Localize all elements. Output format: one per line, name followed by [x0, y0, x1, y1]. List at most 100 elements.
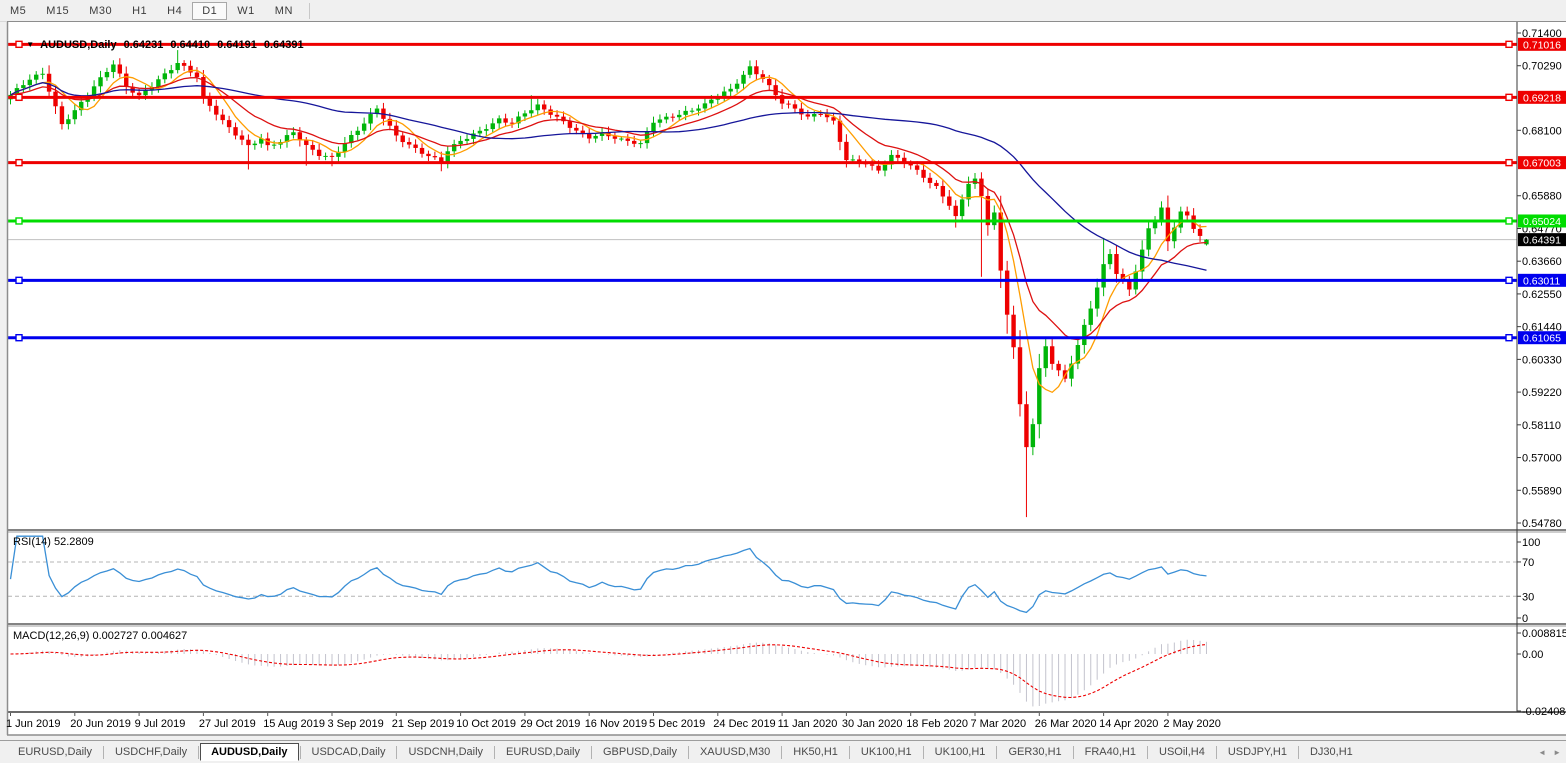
svg-text:18 Feb 2020: 18 Feb 2020: [906, 718, 968, 730]
macd-signal-line: [10, 643, 1207, 699]
tab-usdjpy-h1[interactable]: USDJPY,H1: [1215, 741, 1297, 763]
tab-label[interactable]: FRA40,H1: [1084, 746, 1136, 758]
tab-label[interactable]: XAUUSD,M30: [699, 746, 771, 758]
svg-text:0.63011: 0.63011: [1523, 275, 1560, 287]
tab-label[interactable]: HK50,H1: [793, 746, 838, 758]
svg-text:30 Jan 2020: 30 Jan 2020: [842, 718, 903, 730]
tab-label[interactable]: USDCHF,Daily: [114, 746, 188, 758]
tab-scroll-controls: ◄ ►: [1538, 741, 1561, 763]
tab-label[interactable]: GBPUSD,Daily: [603, 746, 677, 758]
line-handle[interactable]: [1505, 217, 1513, 225]
svg-text:0.008815: 0.008815: [1522, 628, 1566, 640]
line-handle[interactable]: [15, 217, 23, 225]
line-handle[interactable]: [1505, 93, 1513, 102]
line-handle[interactable]: [1505, 40, 1513, 49]
svg-text:70: 70: [1522, 557, 1534, 569]
price-badge: [1518, 233, 1566, 247]
svg-text:0.61440: 0.61440: [1522, 322, 1562, 334]
ohlc-open: 0.64231: [123, 39, 164, 51]
svg-text:0.00: 0.00: [1522, 649, 1543, 661]
tab-eurusd-daily[interactable]: EURUSD,Daily: [8, 741, 102, 763]
tab-uk100-h1[interactable]: UK100,H1: [922, 741, 996, 763]
tab-label[interactable]: USOil,H4: [1159, 746, 1205, 758]
tab-label[interactable]: USDCNH,Daily: [408, 746, 484, 758]
timeframe-button-mn[interactable]: MN: [265, 2, 303, 20]
timeframe-button-w1[interactable]: W1: [227, 2, 265, 20]
tab-ger30-h1[interactable]: GER30,H1: [995, 741, 1071, 763]
svg-text:0.68100: 0.68100: [1522, 125, 1562, 137]
svg-text:29 Oct 2019: 29 Oct 2019: [520, 718, 580, 730]
tab-usdcad-daily[interactable]: USDCAD,Daily: [299, 741, 396, 763]
tab-xauusd-m30[interactable]: XAUUSD,M30: [687, 741, 780, 763]
timeframe-button-d1[interactable]: D1: [192, 1, 228, 20]
line-handle[interactable]: [1505, 276, 1513, 285]
timeframe-button-m30[interactable]: M30: [79, 2, 122, 20]
tab-label[interactable]: GER30,H1: [1008, 746, 1062, 758]
svg-text:0.62550: 0.62550: [1522, 289, 1562, 301]
tab-hk50-h1[interactable]: HK50,H1: [780, 741, 848, 763]
svg-text:1 Jun 2019: 1 Jun 2019: [6, 718, 60, 730]
price-badge: [1518, 90, 1566, 104]
tab-dj30-h1[interactable]: DJ30,H1: [1297, 741, 1363, 763]
tab-gbpusd-daily[interactable]: GBPUSD,Daily: [590, 741, 687, 763]
svg-text:27 Jul 2019: 27 Jul 2019: [199, 718, 256, 730]
svg-text:2 May 2020: 2 May 2020: [1163, 718, 1220, 730]
tab-eurusd-daily[interactable]: EURUSD,Daily: [493, 741, 590, 763]
tab-usoil-h4[interactable]: USOil,H4: [1146, 741, 1215, 763]
tab-scroll-left-icon[interactable]: ◄: [1538, 747, 1547, 757]
horizontal-price-lines[interactable]: [8, 40, 1517, 342]
tab-uk100-h1[interactable]: UK100,H1: [848, 741, 922, 763]
rsi-indicator-label: RSI(14) 52.2809: [13, 536, 94, 548]
toolbar-separator: [308, 2, 310, 19]
line-handle[interactable]: [1505, 158, 1513, 167]
timeframe-button-h4[interactable]: H4: [157, 2, 192, 20]
timeframe-button-m5[interactable]: M5: [0, 2, 36, 20]
svg-text:16 Nov 2019: 16 Nov 2019: [585, 718, 647, 730]
chart-title[interactable]: ▼ AUDUSD,Daily 0.64231 0.64410 0.64191 0.6439…: [14, 27, 303, 63]
svg-text:0.67003: 0.67003: [1523, 158, 1561, 170]
svg-text:0.71016: 0.71016: [1523, 39, 1561, 51]
svg-text:0.69218: 0.69218: [1523, 92, 1561, 104]
tab-label[interactable]: EURUSD,Daily: [506, 746, 580, 758]
svg-text:0.59220: 0.59220: [1522, 387, 1562, 399]
svg-text:100: 100: [1522, 537, 1540, 549]
svg-text:30: 30: [1522, 591, 1534, 603]
svg-text:0.58110: 0.58110: [1522, 420, 1561, 432]
chart-dropdown-icon[interactable]: ▼: [26, 40, 35, 49]
line-handle[interactable]: [15, 334, 23, 342]
tab-label[interactable]: EURUSD,Daily: [18, 746, 92, 758]
tab-label[interactable]: USDJPY,H1: [1227, 746, 1287, 758]
line-handle[interactable]: [15, 158, 23, 167]
tab-scroll-right-icon[interactable]: ►: [1553, 747, 1561, 757]
price-badge: [1518, 156, 1566, 170]
line-handle[interactable]: [15, 276, 23, 285]
line-handle[interactable]: [15, 93, 23, 102]
tab-label[interactable]: AUDUSD,Daily: [200, 743, 299, 761]
svg-text:5 Dec 2019: 5 Dec 2019: [649, 718, 705, 730]
svg-text:21 Sep 2019: 21 Sep 2019: [392, 718, 454, 730]
price-badge: [1518, 331, 1566, 345]
line-handle[interactable]: [15, 40, 23, 49]
tab-label[interactable]: UK100,H1: [860, 746, 912, 758]
tab-label[interactable]: UK100,H1: [934, 746, 986, 758]
svg-text:0.60330: 0.60330: [1522, 354, 1562, 366]
tab-label[interactable]: DJ30,H1: [1309, 746, 1353, 758]
line-handle[interactable]: [1505, 334, 1513, 342]
svg-text:15 Aug 2019: 15 Aug 2019: [263, 718, 325, 730]
tab-usdchf-daily[interactable]: USDCHF,Daily: [102, 741, 197, 763]
svg-text:10 Oct 2019: 10 Oct 2019: [456, 718, 516, 730]
tab-usdcnh-daily[interactable]: USDCNH,Daily: [395, 741, 493, 763]
timeframe-button-h1[interactable]: H1: [122, 2, 157, 20]
svg-text:14 Apr 2020: 14 Apr 2020: [1099, 718, 1158, 730]
tab-label[interactable]: USDCAD,Daily: [311, 746, 386, 758]
timeframe-button-m15[interactable]: M15: [36, 2, 79, 20]
ohlc-low: 0.64191: [217, 39, 257, 51]
chart-tab-list: EURUSD,Daily USDCHF,Daily AUDUSD,Daily USDC…: [8, 741, 1363, 763]
tab-fra40-h1[interactable]: FRA40,H1: [1072, 741, 1146, 763]
moving-average-lines: [10, 69, 1207, 394]
date-axis: 1 Jun 2019 20 Jun 2019 9 Jul 2019 27 Jul 20…: [6, 713, 1221, 730]
tab-audusd-daily[interactable]: AUDUSD,Daily: [197, 741, 299, 763]
svg-text:0.65880: 0.65880: [1522, 191, 1562, 203]
